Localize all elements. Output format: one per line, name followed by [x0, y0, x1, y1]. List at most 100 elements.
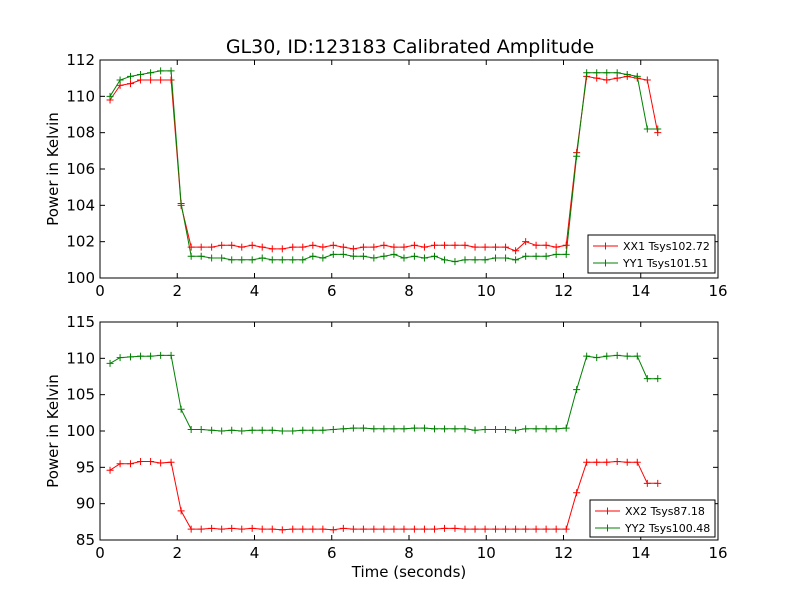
- data-point-marker: [492, 254, 500, 262]
- data-point-marker: [329, 241, 337, 249]
- y-tick-label: 90: [76, 495, 95, 513]
- data-point-marker: [218, 427, 226, 435]
- data-point-marker: [441, 256, 449, 264]
- data-point-marker: [268, 256, 276, 264]
- data-point-marker: [420, 243, 428, 251]
- legend-label: YY2 Tsys100.48: [624, 522, 710, 535]
- data-point-marker: [451, 425, 459, 433]
- data-point-marker: [197, 252, 205, 260]
- data-point-marker: [258, 254, 266, 262]
- data-point-marker: [208, 254, 216, 262]
- x-tick-label: 12: [554, 282, 573, 300]
- data-point-marker: [137, 458, 145, 466]
- data-point-marker: [430, 525, 438, 533]
- data-point-marker: [167, 76, 175, 84]
- data-point-marker: [370, 254, 378, 262]
- data-point-marker: [471, 426, 479, 434]
- data-point-marker: [573, 489, 581, 497]
- data-point-marker: [157, 76, 165, 84]
- data-point-marker: [512, 256, 520, 264]
- legend-label: XX1 Tsys102.72: [623, 240, 710, 253]
- data-point-marker: [492, 426, 500, 434]
- data-point-marker: [481, 243, 489, 251]
- data-point-marker: [502, 525, 510, 533]
- data-point-marker: [441, 524, 449, 532]
- x-tick-label: 6: [327, 544, 337, 562]
- data-point-marker: [319, 254, 327, 262]
- data-point-marker: [299, 256, 307, 264]
- data-point-marker: [380, 241, 388, 249]
- data-point-marker: [532, 425, 540, 433]
- data-point-marker: [187, 243, 195, 251]
- data-point-marker: [289, 243, 297, 251]
- data-point-marker: [218, 241, 226, 249]
- data-point-marker: [430, 241, 438, 249]
- data-point-marker: [208, 426, 216, 434]
- data-point-marker: [410, 424, 418, 432]
- data-point-marker: [583, 458, 591, 466]
- data-point-marker: [349, 525, 357, 533]
- data-point-marker: [390, 243, 398, 251]
- data-point-marker: [258, 243, 266, 251]
- data-point-marker: [127, 460, 135, 468]
- data-point-marker: [147, 76, 155, 84]
- data-point-marker: [420, 424, 428, 432]
- data-point-marker: [268, 525, 276, 533]
- data-point-marker: [410, 525, 418, 533]
- y-tick-label: 85: [76, 531, 95, 549]
- data-point-marker: [248, 256, 256, 264]
- data-point-marker: [623, 458, 631, 466]
- data-point-marker: [573, 152, 581, 160]
- data-point-marker: [359, 243, 367, 251]
- data-point-marker: [481, 525, 489, 533]
- data-point-marker: [461, 425, 469, 433]
- data-point-marker: [359, 252, 367, 260]
- data-point-marker: [522, 252, 530, 260]
- data-point-marker: [319, 426, 327, 434]
- data-point-marker: [116, 354, 124, 362]
- data-point-marker: [197, 525, 205, 533]
- data-point-marker: [633, 458, 641, 466]
- data-point-marker: [319, 525, 327, 533]
- data-point-marker: [593, 69, 601, 77]
- data-point-marker: [370, 243, 378, 251]
- data-point-marker: [492, 525, 500, 533]
- x-tick-label: 14: [631, 282, 650, 300]
- data-point-marker: [532, 525, 540, 533]
- data-point-marker: [502, 254, 510, 262]
- data-point-marker: [654, 479, 662, 487]
- data-point-marker: [258, 426, 266, 434]
- data-point-marker: [522, 238, 530, 246]
- data-point-marker: [137, 352, 145, 360]
- data-point-marker: [127, 72, 135, 80]
- legend-box: [587, 234, 716, 274]
- legend-swatch-marker: [604, 507, 611, 515]
- data-point-marker: [238, 256, 246, 264]
- x-tick-label: 2: [172, 544, 182, 562]
- data-point-marker: [309, 426, 317, 434]
- data-point-marker: [461, 241, 469, 249]
- data-point-marker: [339, 425, 347, 433]
- data-point-marker: [502, 426, 510, 434]
- data-point-marker: [410, 252, 418, 260]
- data-point-marker: [451, 524, 459, 532]
- data-point-marker: [370, 525, 378, 533]
- data-point-marker: [380, 425, 388, 433]
- data-point-marker: [147, 69, 155, 77]
- data-point-marker: [177, 200, 185, 208]
- legend: XX1 Tsys102.72 YY1 Tsys101.51: [587, 234, 716, 274]
- data-point-marker: [400, 254, 408, 262]
- data-point-marker: [187, 252, 195, 260]
- data-point-marker: [147, 458, 155, 466]
- data-point-marker: [583, 69, 591, 77]
- data-point-marker: [390, 250, 398, 258]
- data-point-marker: [157, 459, 165, 467]
- data-point-marker: [643, 76, 651, 84]
- figure-title: GL30, ID:123183 Calibrated Amplitude: [226, 36, 594, 58]
- data-point-marker: [471, 525, 479, 533]
- data-point-marker: [289, 256, 297, 264]
- data-point-marker: [177, 405, 185, 413]
- data-point-marker: [542, 425, 550, 433]
- data-point-marker: [167, 458, 175, 466]
- y-tick-label: 112: [66, 51, 95, 69]
